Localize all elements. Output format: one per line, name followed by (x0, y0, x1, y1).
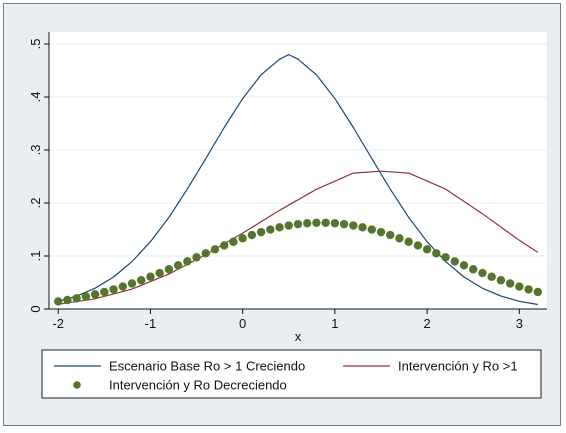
data-point (229, 237, 238, 246)
y-tick-label: .5 (28, 39, 43, 50)
data-point (146, 272, 155, 281)
y-tick-label: .1 (28, 251, 43, 262)
chart-svg: 0 .1 .2 .3 .4 .5 -2 -1 0 1 2 3 x Escenario Base Ro … (28, 32, 547, 399)
data-point (303, 219, 312, 228)
data-point (496, 276, 506, 285)
x-tick-label: -1 (145, 316, 157, 331)
data-point (432, 249, 441, 258)
data-point (201, 249, 210, 258)
data-point (137, 276, 146, 285)
data-point (100, 287, 109, 297)
data-point (533, 287, 542, 297)
data-point (441, 253, 450, 262)
data-point (524, 285, 533, 294)
data-point (155, 268, 164, 278)
data-point (339, 219, 349, 229)
data-point (321, 218, 330, 227)
data-point (256, 227, 266, 237)
data-point (72, 294, 81, 303)
legend-label: Intervención y Ro Decreciendo (109, 378, 287, 393)
data-point (478, 268, 487, 278)
data-point (247, 230, 257, 240)
axes: 0 .1 .2 .3 .4 .5 -2 -1 0 1 2 3 (28, 32, 547, 331)
data-point (487, 272, 496, 281)
data-point (63, 295, 72, 305)
data-point (183, 257, 192, 266)
x-tick-label: 1 (331, 316, 338, 331)
data-point (238, 234, 247, 243)
data-point (422, 245, 432, 254)
y-tick-label: .4 (28, 92, 43, 103)
data-point (192, 253, 201, 262)
chart-figure: 0 .1 .2 .3 .4 .5 -2 -1 0 1 2 3 x Escenario Base Ro … (3, 3, 561, 426)
legend-label: Escenario Base Ro > 1 Creciendo (109, 359, 305, 374)
data-point (505, 279, 515, 288)
data-point (376, 227, 386, 237)
data-point (395, 234, 404, 243)
data-point (54, 297, 63, 306)
data-point (275, 223, 284, 232)
data-point (349, 221, 358, 230)
x-tick-label: 0 (239, 316, 246, 331)
data-point (358, 223, 367, 232)
data-point (220, 241, 229, 250)
data-point (164, 265, 174, 274)
series-line-1 (58, 170, 539, 305)
x-tick-label: -2 (52, 316, 64, 331)
x-tick-label: 2 (423, 316, 430, 331)
series-line-0 (58, 53, 538, 306)
data-point (404, 237, 413, 246)
data-point (386, 230, 395, 240)
legend-label: Intervención y Ro >1 (398, 359, 518, 374)
data-point (118, 282, 127, 291)
data-point (330, 219, 340, 228)
data-point (413, 241, 423, 250)
data-point (450, 257, 459, 266)
data-point (312, 218, 321, 227)
y-tick-label: .3 (28, 145, 43, 156)
data-point (284, 221, 293, 230)
data-point (469, 265, 478, 274)
y-tick-label: 0 (28, 305, 43, 312)
data-point (90, 290, 100, 299)
data-point (81, 292, 91, 301)
data-point (367, 225, 376, 234)
legend: Escenario Base Ro > 1 Creciendo Intervenc… (41, 349, 542, 399)
data-point (515, 282, 524, 291)
data-point (210, 245, 220, 254)
y-tick-label: .2 (28, 198, 43, 209)
data-point (459, 261, 469, 270)
data-point (293, 219, 303, 229)
x-axis-title: x (295, 329, 302, 344)
data-point (109, 285, 118, 294)
legend-key (73, 381, 81, 389)
data-point (127, 279, 137, 288)
legend-box (41, 349, 542, 399)
series-layer (54, 53, 542, 306)
x-tick-label: 3 (516, 316, 523, 331)
data-point (173, 261, 183, 270)
data-point (266, 225, 275, 234)
